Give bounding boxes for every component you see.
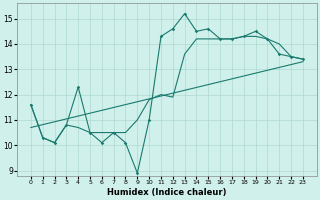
- X-axis label: Humidex (Indice chaleur): Humidex (Indice chaleur): [107, 188, 227, 197]
